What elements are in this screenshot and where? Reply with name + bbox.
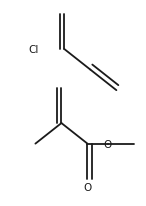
Text: O: O	[104, 139, 112, 149]
Text: Cl: Cl	[28, 45, 38, 55]
Text: O: O	[83, 182, 92, 192]
